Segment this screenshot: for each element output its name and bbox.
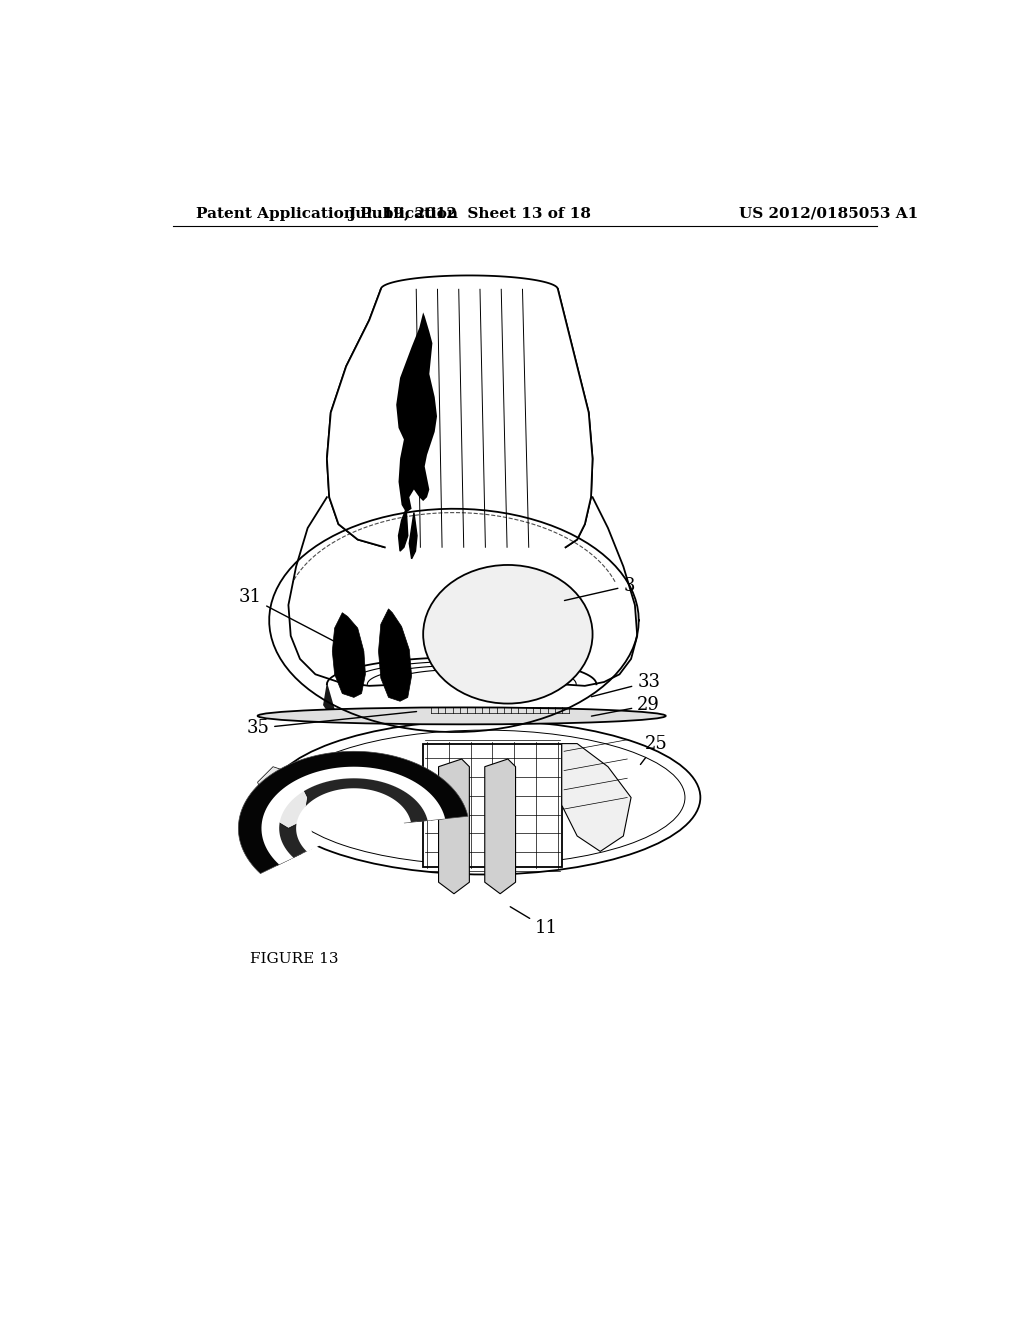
- Polygon shape: [259, 766, 447, 866]
- Text: 35: 35: [247, 711, 417, 737]
- Text: 29: 29: [592, 696, 660, 717]
- Polygon shape: [296, 788, 411, 851]
- Polygon shape: [438, 759, 469, 894]
- Text: Patent Application Publication: Patent Application Publication: [196, 207, 458, 220]
- Text: US 2012/0185053 A1: US 2012/0185053 A1: [739, 207, 919, 220]
- Polygon shape: [239, 751, 468, 874]
- Polygon shape: [258, 767, 307, 829]
- Text: Jul. 19, 2012  Sheet 13 of 18: Jul. 19, 2012 Sheet 13 of 18: [348, 207, 591, 220]
- Text: FIGURE 13: FIGURE 13: [250, 952, 338, 966]
- Polygon shape: [398, 508, 408, 552]
- Polygon shape: [333, 612, 366, 697]
- Polygon shape: [410, 512, 417, 558]
- Polygon shape: [327, 289, 593, 548]
- Ellipse shape: [269, 721, 700, 874]
- Polygon shape: [279, 779, 428, 858]
- Polygon shape: [562, 743, 631, 851]
- Polygon shape: [261, 767, 445, 865]
- Ellipse shape: [258, 708, 666, 725]
- Text: 33: 33: [592, 673, 660, 697]
- Polygon shape: [379, 609, 412, 701]
- Text: 25: 25: [640, 735, 668, 764]
- Text: 31: 31: [239, 589, 336, 643]
- Polygon shape: [323, 682, 454, 721]
- Text: 3: 3: [564, 577, 635, 601]
- Bar: [423, 743, 562, 867]
- Ellipse shape: [285, 730, 685, 865]
- Text: 11: 11: [510, 907, 558, 937]
- Ellipse shape: [423, 565, 593, 704]
- Polygon shape: [484, 759, 515, 894]
- Polygon shape: [396, 313, 437, 512]
